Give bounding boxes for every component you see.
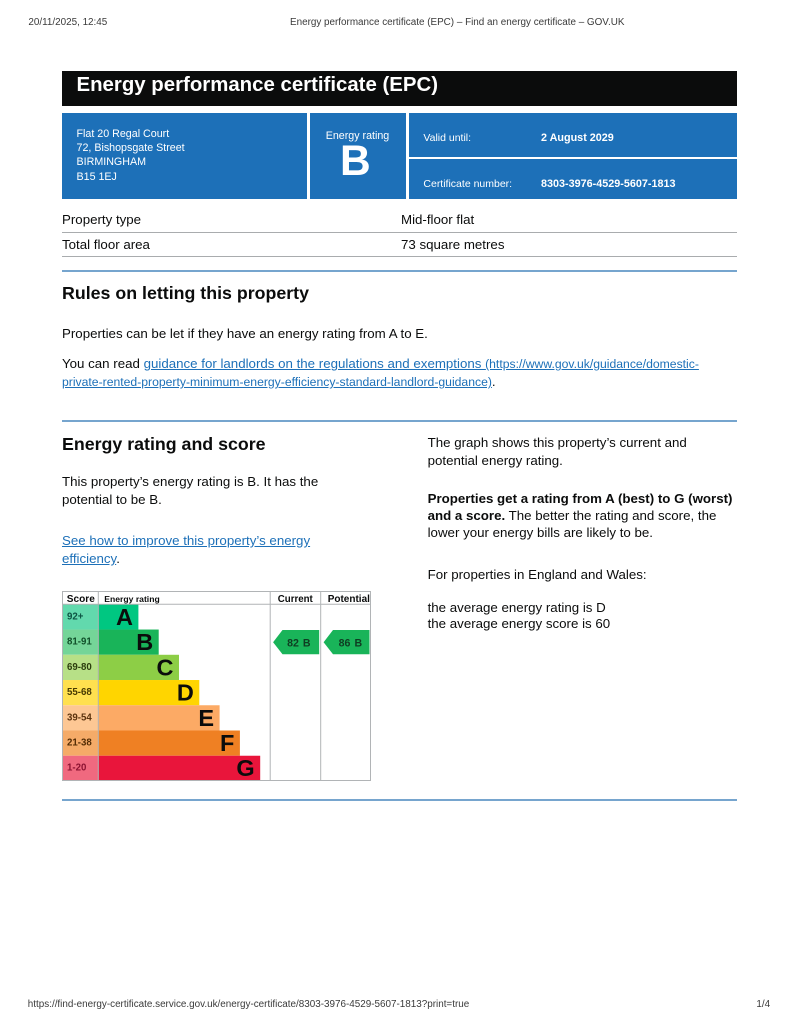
svg-text:55-68: 55-68 (67, 687, 92, 698)
svg-text:86: 86 (338, 637, 350, 649)
svg-text:C: C (156, 654, 173, 680)
svg-text:B: B (136, 629, 153, 655)
svg-text:92+: 92+ (67, 611, 84, 622)
svg-text:Score: Score (66, 593, 94, 604)
svg-text:82: 82 (287, 637, 299, 649)
svg-text:E: E (198, 704, 214, 730)
svg-text:B: B (302, 637, 310, 649)
svg-text:B: B (354, 637, 362, 649)
svg-text:39-54: 39-54 (67, 712, 92, 723)
svg-text:A: A (116, 603, 133, 629)
svg-text:G: G (236, 755, 254, 781)
svg-text:69-80: 69-80 (67, 661, 92, 672)
svg-text:Current: Current (277, 593, 313, 604)
svg-text:81-91: 81-91 (67, 636, 92, 647)
svg-text:Potential: Potential (327, 593, 369, 604)
svg-text:1-20: 1-20 (67, 762, 86, 773)
svg-text:F: F (220, 730, 234, 756)
svg-text:Energy rating: Energy rating (104, 593, 159, 603)
svg-text:21-38: 21-38 (67, 737, 92, 748)
svg-text:D: D (176, 679, 193, 705)
